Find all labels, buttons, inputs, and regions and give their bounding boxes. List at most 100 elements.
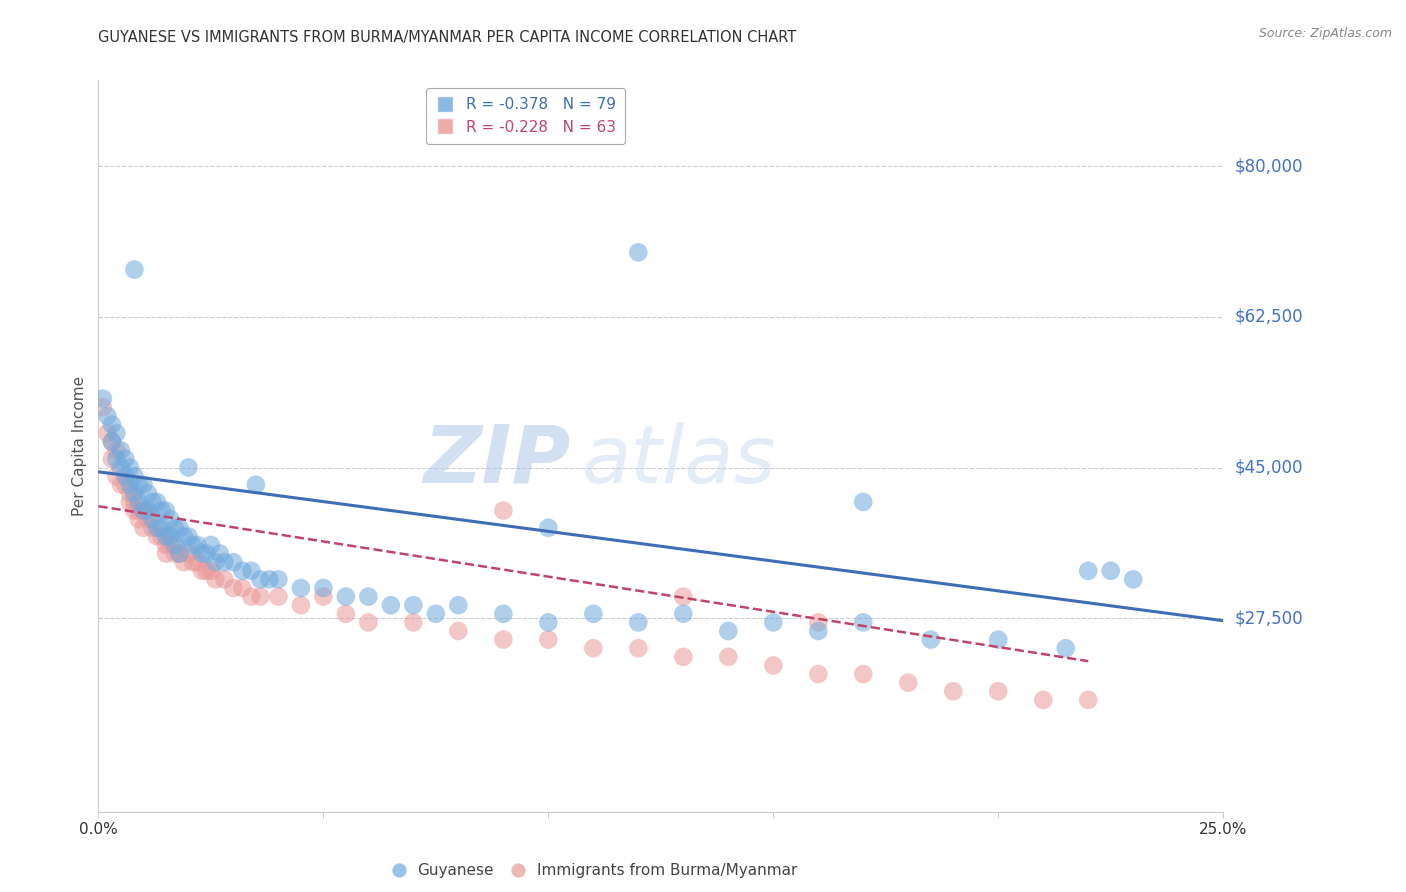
Point — [259, 573, 281, 587]
Point — [447, 624, 470, 638]
Point — [1077, 693, 1099, 707]
Point — [191, 547, 214, 561]
Point — [672, 649, 695, 664]
Point — [128, 503, 150, 517]
Point — [357, 590, 380, 604]
Point — [114, 477, 136, 491]
Point — [128, 477, 150, 491]
Point — [290, 581, 312, 595]
Text: Source: ZipAtlas.com: Source: ZipAtlas.com — [1258, 27, 1392, 40]
Point — [1122, 573, 1144, 587]
Point — [492, 503, 515, 517]
Point — [169, 547, 191, 561]
Point — [627, 641, 650, 656]
Point — [124, 495, 146, 509]
Point — [231, 581, 253, 595]
Point — [447, 598, 470, 612]
Point — [136, 503, 159, 517]
Point — [177, 547, 200, 561]
Point — [105, 426, 128, 441]
Point — [118, 486, 141, 500]
Point — [208, 547, 231, 561]
Point — [114, 469, 136, 483]
Point — [402, 615, 425, 630]
Point — [173, 555, 195, 569]
Point — [200, 538, 222, 552]
Point — [118, 495, 141, 509]
Point — [987, 632, 1010, 647]
Point — [1077, 564, 1099, 578]
Point — [124, 262, 146, 277]
Point — [105, 451, 128, 466]
Point — [118, 477, 141, 491]
Point — [267, 590, 290, 604]
Point — [101, 434, 124, 449]
Point — [1099, 564, 1122, 578]
Point — [717, 624, 740, 638]
Point — [159, 529, 181, 543]
Point — [96, 426, 118, 441]
Point — [537, 521, 560, 535]
Point — [380, 598, 402, 612]
Point — [267, 573, 290, 587]
Point — [91, 392, 114, 406]
Point — [195, 564, 218, 578]
Point — [146, 495, 169, 509]
Point — [582, 641, 605, 656]
Legend: Guyanese, Immigrants from Burma/Myanmar: Guyanese, Immigrants from Burma/Myanmar — [384, 857, 803, 885]
Point — [163, 521, 186, 535]
Point — [335, 607, 357, 621]
Point — [150, 521, 173, 535]
Point — [537, 632, 560, 647]
Point — [159, 512, 181, 526]
Point — [181, 538, 204, 552]
Point — [124, 503, 146, 517]
Point — [245, 477, 267, 491]
Point — [537, 615, 560, 630]
Point — [492, 632, 515, 647]
Text: ZIP: ZIP — [423, 422, 571, 500]
Text: atlas: atlas — [582, 422, 778, 500]
Point — [204, 573, 226, 587]
Point — [124, 486, 146, 500]
Point — [128, 512, 150, 526]
Point — [141, 512, 163, 526]
Point — [136, 512, 159, 526]
Point — [91, 401, 114, 415]
Point — [181, 555, 204, 569]
Point — [114, 451, 136, 466]
Point — [110, 443, 132, 458]
Text: $62,500: $62,500 — [1234, 308, 1303, 326]
Point — [177, 460, 200, 475]
Point — [942, 684, 965, 698]
Point — [105, 469, 128, 483]
Point — [852, 495, 875, 509]
Point — [169, 547, 191, 561]
Point — [101, 451, 124, 466]
Point — [136, 486, 159, 500]
Point — [807, 615, 830, 630]
Point — [402, 598, 425, 612]
Point — [124, 469, 146, 483]
Point — [897, 675, 920, 690]
Point — [150, 529, 173, 543]
Point — [249, 573, 271, 587]
Text: $80,000: $80,000 — [1234, 157, 1303, 176]
Point — [492, 607, 515, 621]
Point — [150, 503, 173, 517]
Text: $27,500: $27,500 — [1234, 609, 1303, 627]
Point — [110, 460, 132, 475]
Point — [717, 649, 740, 664]
Point — [807, 667, 830, 681]
Point — [1032, 693, 1054, 707]
Point — [177, 529, 200, 543]
Point — [146, 521, 169, 535]
Point — [672, 607, 695, 621]
Point — [987, 684, 1010, 698]
Point — [186, 555, 208, 569]
Point — [155, 547, 177, 561]
Point — [214, 555, 236, 569]
Point — [186, 538, 208, 552]
Y-axis label: Per Capita Income: Per Capita Income — [72, 376, 87, 516]
Point — [762, 615, 785, 630]
